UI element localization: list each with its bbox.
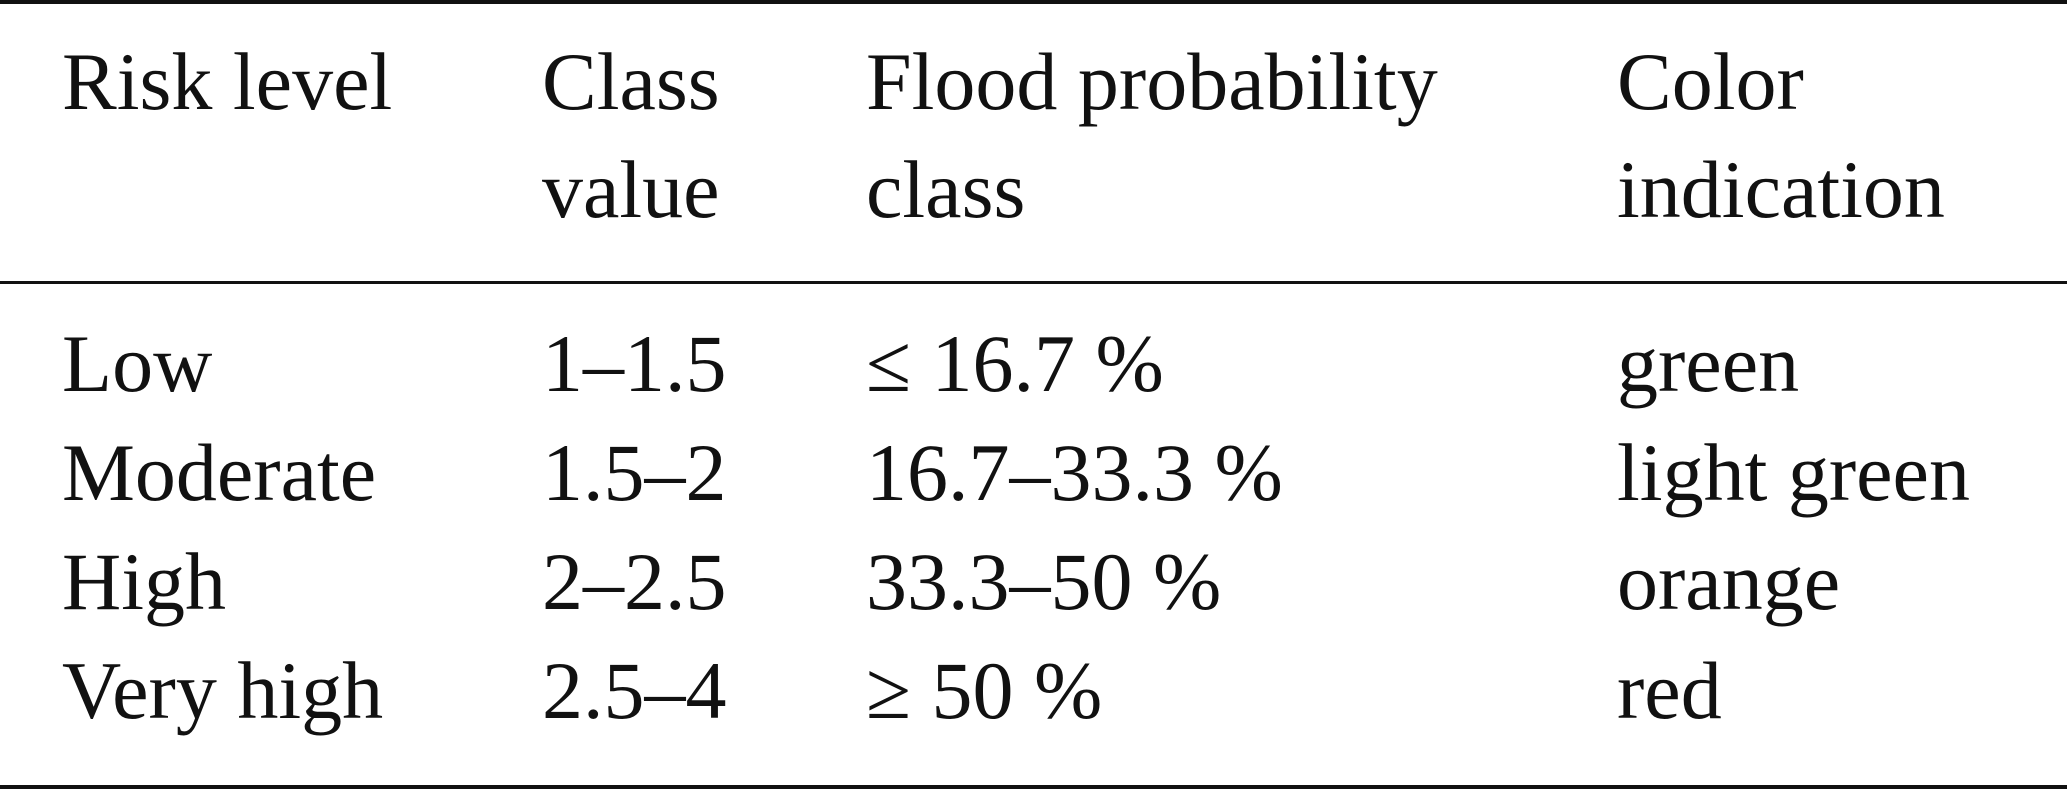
table-cell: ≥ 50 %: [866, 645, 1103, 736]
table-cell: ≤ 16.7 %: [866, 318, 1164, 409]
header-cell: Flood probability class: [866, 36, 1438, 235]
table-cell: 2.5–4: [542, 645, 727, 736]
top-rule: [0, 0, 2067, 4]
header-cell: Class value: [542, 36, 720, 235]
bottom-rule: [0, 785, 2067, 789]
table-cell: Low: [62, 318, 213, 409]
mid-rule: [0, 281, 2067, 284]
table-cell: Moderate: [62, 427, 377, 518]
table-cell: light green: [1617, 427, 1970, 518]
header-cell: Color indication: [1617, 36, 1945, 235]
table-cell: green: [1617, 318, 1800, 409]
table-cell: 2–2.5: [542, 536, 727, 627]
table-cell: 16.7–33.3 %: [866, 427, 1283, 518]
table-cell: red: [1617, 645, 1722, 736]
header-cell: Risk level: [62, 36, 393, 127]
table-cell: High: [62, 536, 226, 627]
table-cell: orange: [1617, 536, 1841, 627]
table-cell: 1.5–2: [542, 427, 727, 518]
table-cell: 1–1.5: [542, 318, 727, 409]
table-cell: Very high: [62, 645, 384, 736]
table-cell: 33.3–50 %: [866, 536, 1222, 627]
